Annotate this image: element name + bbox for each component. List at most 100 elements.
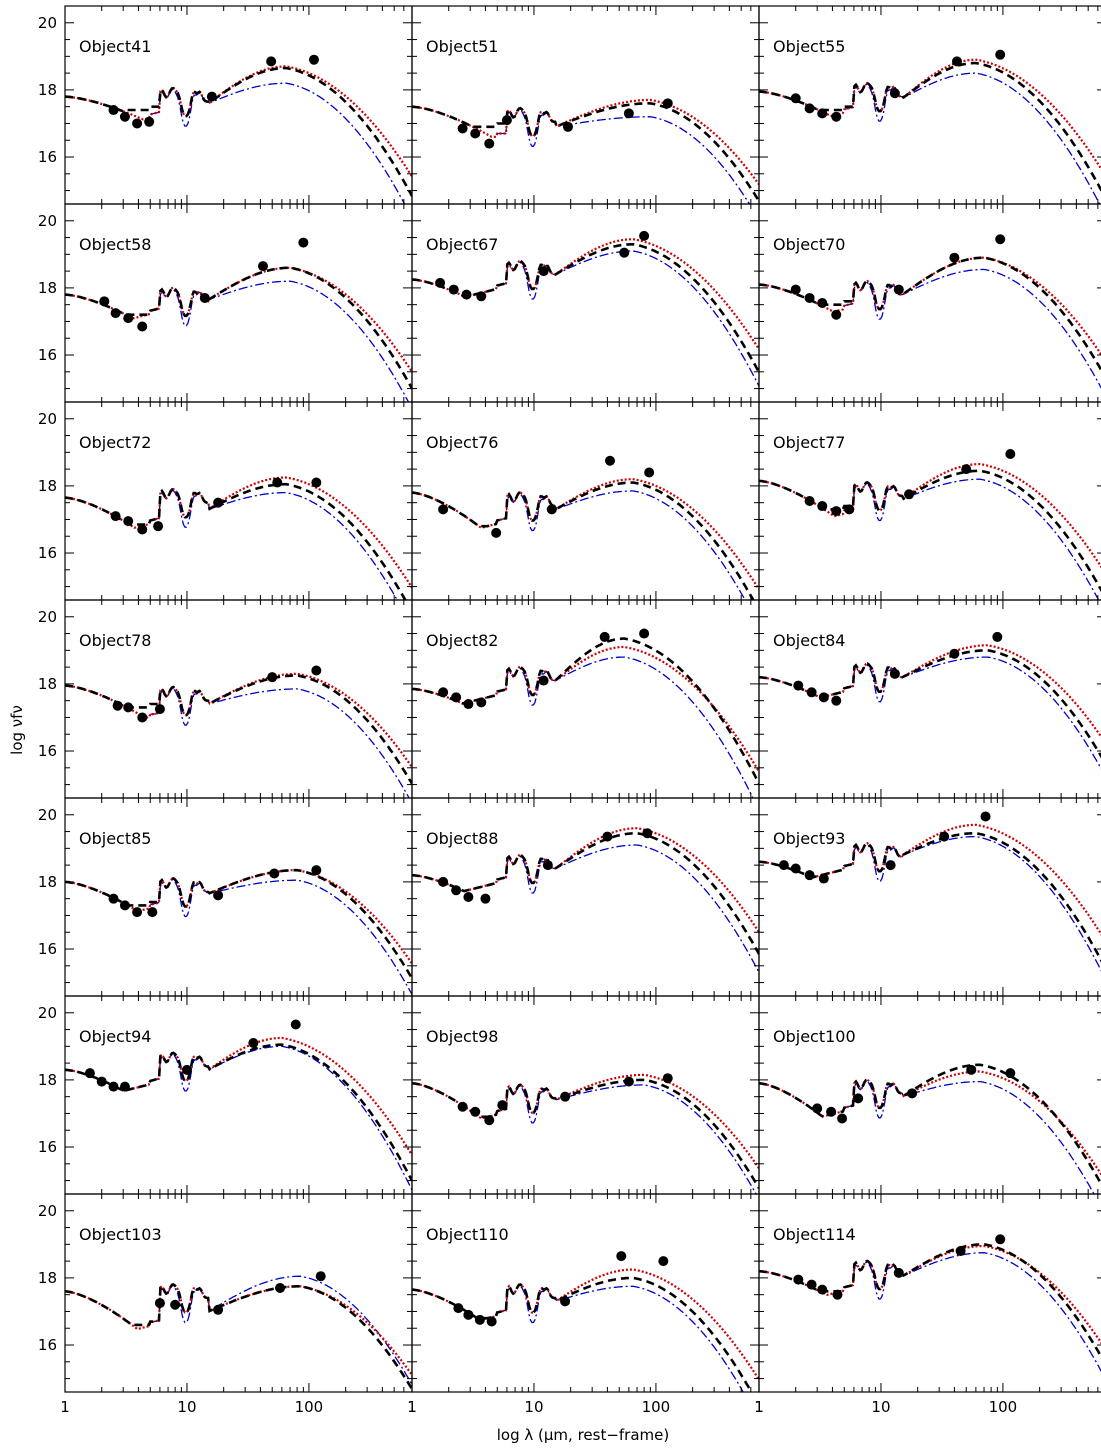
observed-point	[817, 108, 828, 119]
model-curve-red	[412, 478, 759, 590]
panel-label: Object103	[79, 1225, 162, 1244]
observed-point	[619, 247, 630, 258]
observed-point	[269, 868, 280, 879]
observed-point	[853, 1093, 864, 1104]
observed-point	[123, 702, 134, 713]
observed-point	[119, 900, 130, 911]
model-curve-black	[759, 648, 1101, 759]
observed-point	[132, 118, 143, 129]
observed-point	[84, 1068, 95, 1079]
model-curve-black	[65, 1043, 412, 1182]
observed-point	[893, 284, 904, 295]
observed-point	[119, 111, 130, 122]
y-tick-label: 16	[38, 544, 57, 562]
observed-point	[451, 885, 462, 896]
observed-point	[435, 277, 446, 288]
observed-point	[1005, 1068, 1016, 1079]
observed-point	[790, 93, 801, 104]
observed-point	[170, 1299, 181, 1310]
panel-label: Object114	[773, 1225, 856, 1244]
model-curve-blue	[844, 1252, 1101, 1373]
panel-label: Object55	[773, 37, 845, 56]
y-tick-label: 16	[38, 148, 57, 166]
y-tick-label: 20	[38, 14, 57, 32]
model-curve-red	[65, 65, 412, 178]
observed-point	[904, 489, 915, 500]
observed-point	[949, 648, 960, 659]
model-curve-black	[65, 674, 412, 785]
panel-label: Object85	[79, 829, 151, 848]
observed-point	[831, 506, 842, 517]
y-tick-label: 20	[38, 806, 57, 824]
observed-point	[108, 893, 119, 904]
observed-point	[560, 1091, 571, 1102]
observed-point	[463, 1309, 474, 1320]
observed-point	[290, 1019, 301, 1030]
observed-point	[889, 88, 900, 99]
observed-point	[123, 313, 134, 324]
x-tick-label: 100	[295, 1398, 324, 1416]
observed-point	[790, 863, 801, 874]
observed-point	[546, 504, 557, 515]
y-tick-label: 18	[38, 873, 57, 891]
observed-point	[812, 1103, 823, 1114]
model-curve-black	[412, 1078, 759, 1189]
panel-frame	[758, 797, 1101, 997]
observed-point	[501, 115, 512, 126]
y-tick-label: 18	[38, 1269, 57, 1287]
observed-point	[99, 296, 110, 307]
observed-point	[199, 292, 210, 303]
y-tick-label: 16	[38, 346, 57, 364]
observed-point	[491, 527, 502, 538]
sed-panel: Object93	[758, 797, 1101, 997]
y-tick-label: 18	[38, 675, 57, 693]
observed-point	[108, 1081, 119, 1092]
panel-label: Object41	[79, 37, 151, 56]
model-curve-blue	[150, 489, 398, 600]
model-curve-black	[412, 1276, 753, 1392]
panel-label: Object93	[773, 829, 845, 848]
observed-point	[806, 1279, 817, 1290]
observed-point	[831, 309, 842, 320]
observed-point	[311, 665, 322, 676]
model-curve-blue	[497, 1285, 744, 1392]
observed-point	[213, 890, 224, 901]
panel-frame	[758, 995, 1101, 1195]
model-curve-red	[412, 98, 759, 186]
x-tick-label: 1	[407, 1398, 417, 1416]
observed-point	[644, 467, 655, 478]
observed-point	[538, 266, 549, 277]
observed-point	[144, 116, 155, 127]
observed-point	[639, 628, 650, 639]
model-curve-red	[759, 463, 1101, 569]
panel-label: Object51	[426, 37, 498, 56]
observed-point	[966, 1064, 977, 1075]
observed-point	[623, 1076, 634, 1087]
y-tick-label: 18	[38, 81, 57, 99]
panel-label: Object82	[426, 631, 498, 650]
observed-point	[470, 1106, 481, 1117]
observed-point	[154, 1298, 165, 1309]
observed-point	[206, 91, 217, 102]
observed-point	[831, 111, 842, 122]
sed-panel: 16 18 20 Object72	[38, 401, 413, 601]
model-curve-blue	[497, 108, 751, 204]
model-curve-red	[412, 827, 759, 933]
model-curve-blue	[150, 280, 410, 402]
panel-grid: 16 18 20 Object41 Object51 Object55 16 18 20 Obje…	[38, 5, 1101, 1416]
observed-point	[96, 1076, 107, 1087]
panel-frame	[411, 401, 760, 601]
model-curve-blue	[497, 656, 754, 798]
observed-point	[907, 1088, 918, 1099]
sed-panel: Object67	[411, 203, 760, 403]
panel-frame	[64, 401, 413, 601]
model-curve-black	[412, 243, 759, 373]
model-curve-blue	[844, 478, 1100, 600]
observed-point	[267, 672, 278, 683]
observed-point	[315, 1271, 326, 1282]
sed-panel: Object100	[758, 995, 1101, 1195]
model-curve-red	[65, 869, 412, 965]
sed-panel: Object84	[758, 599, 1101, 799]
observed-point	[457, 123, 468, 134]
